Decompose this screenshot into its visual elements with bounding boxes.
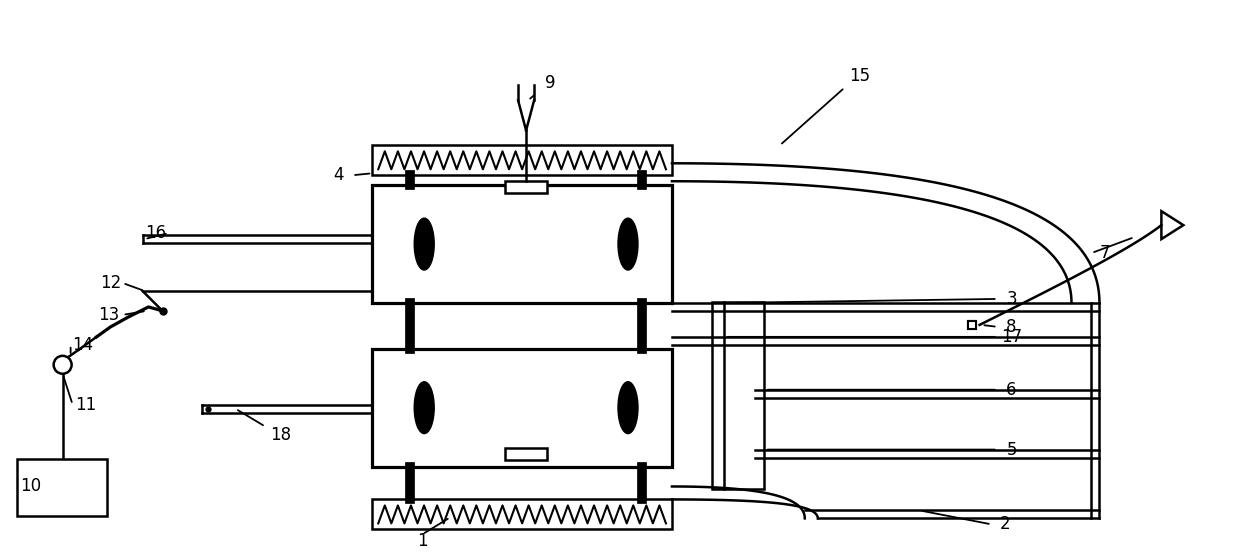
Ellipse shape (414, 218, 434, 270)
Text: 3: 3 (1006, 290, 1017, 308)
Text: 2: 2 (999, 516, 1009, 533)
Text: 7: 7 (1099, 244, 1110, 262)
Text: 13: 13 (98, 306, 119, 324)
Text: 4: 4 (334, 166, 343, 184)
Text: 12: 12 (100, 274, 122, 292)
Bar (372, 500, 672, 529)
Text: 18: 18 (270, 426, 291, 443)
Ellipse shape (618, 218, 637, 270)
Text: 17: 17 (1001, 328, 1022, 346)
Bar (505, 447, 547, 460)
Bar (712, 302, 764, 490)
Text: 9: 9 (544, 74, 556, 93)
Text: 15: 15 (849, 67, 870, 84)
Text: 14: 14 (72, 336, 93, 354)
Ellipse shape (618, 382, 637, 433)
Text: 1: 1 (417, 532, 428, 551)
Bar (372, 185, 672, 303)
Text: 10: 10 (20, 477, 41, 496)
Text: 8: 8 (1007, 318, 1017, 336)
Bar (505, 181, 547, 193)
Text: 16: 16 (145, 224, 166, 242)
Ellipse shape (414, 382, 434, 433)
Bar (372, 145, 672, 175)
Text: 11: 11 (74, 396, 97, 413)
Text: 5: 5 (1007, 441, 1017, 458)
Text: 6: 6 (1007, 381, 1017, 398)
Bar (16, 458, 107, 516)
Bar (372, 349, 672, 467)
